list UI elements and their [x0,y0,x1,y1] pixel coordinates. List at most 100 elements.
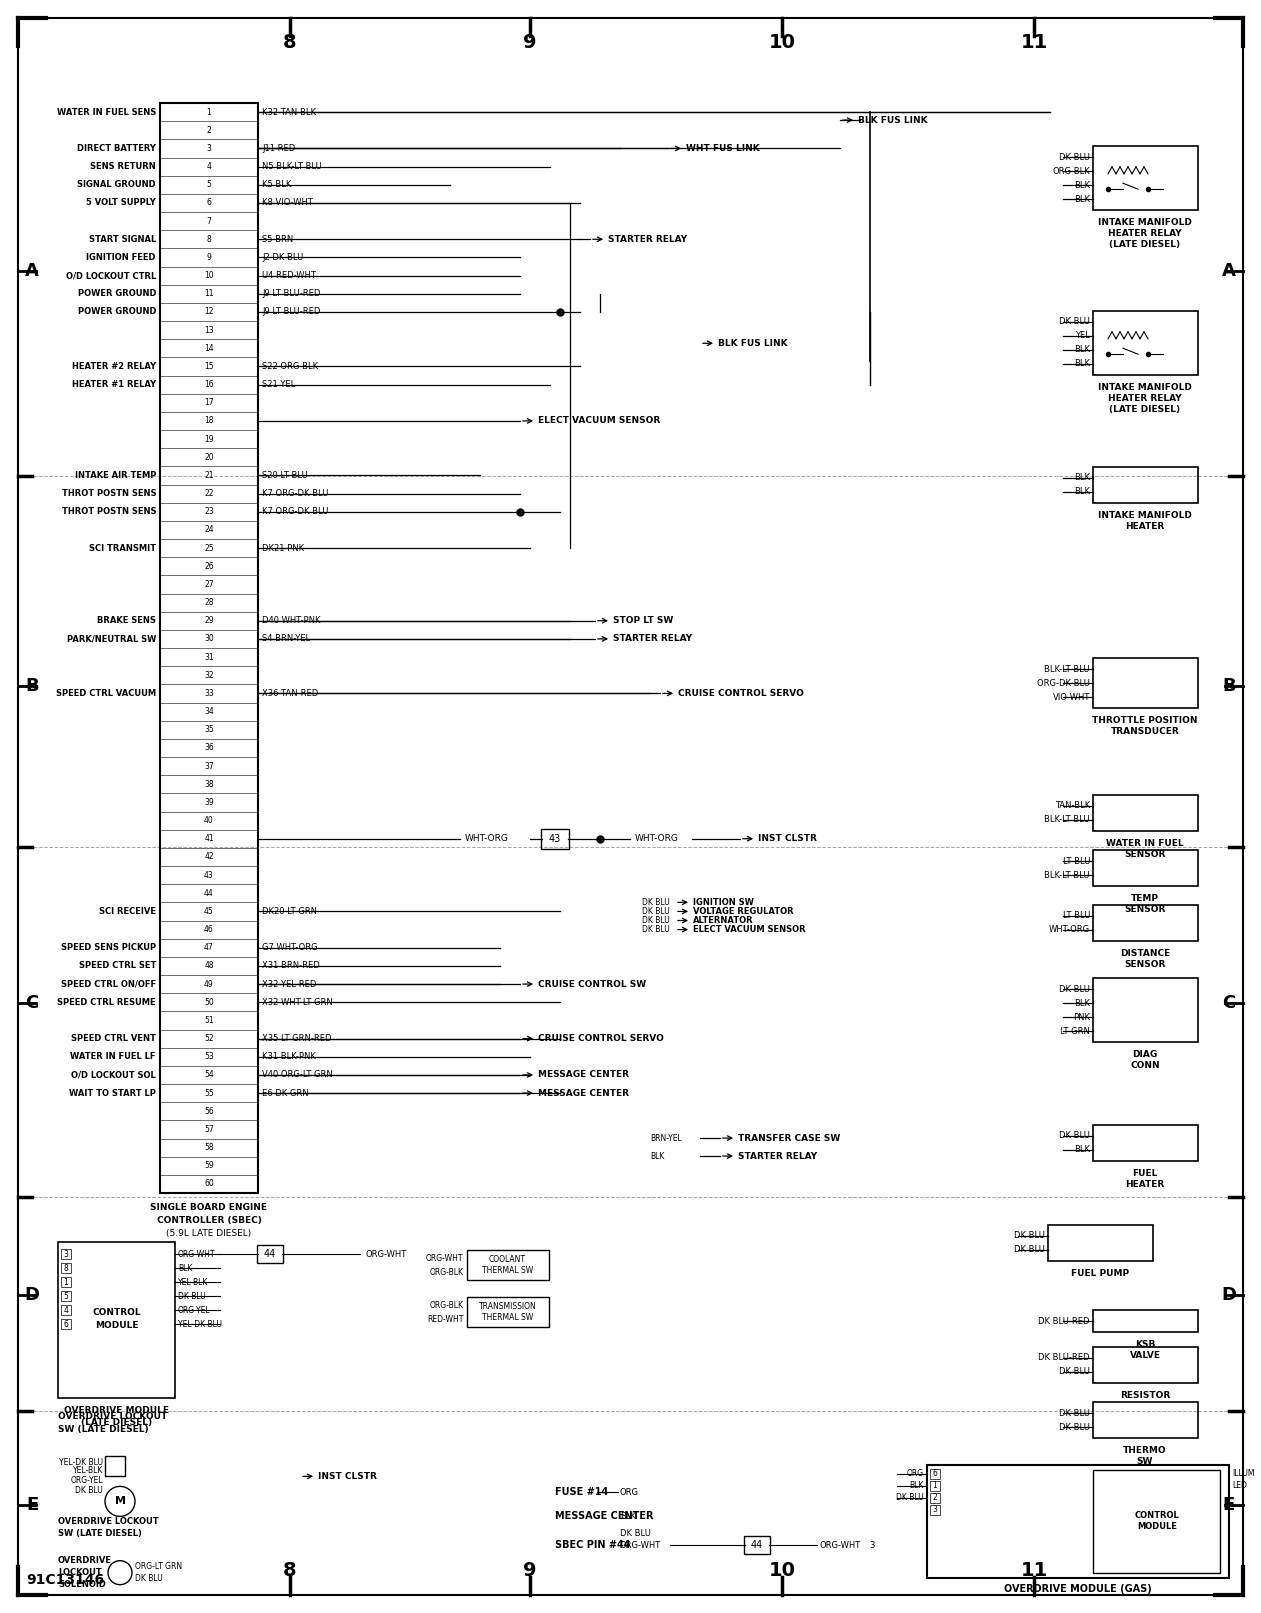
Text: ORG-WHT: ORG-WHT [426,1253,464,1263]
Text: 5: 5 [207,181,212,189]
Text: DK BLU: DK BLU [178,1292,206,1300]
Text: LED: LED [1232,1481,1247,1490]
Text: ELECT VACUUM SENSOR: ELECT VACUUM SENSOR [694,926,806,934]
Text: ORG-LT GRN: ORG-LT GRN [135,1561,182,1571]
Text: PNK: PNK [1073,1013,1090,1021]
Text: BRAKE SENS: BRAKE SENS [97,616,156,626]
Text: CRUISE CONTROL SERVO: CRUISE CONTROL SERVO [678,689,803,698]
Text: 9: 9 [523,1561,536,1581]
Text: DK20 LT GRN: DK20 LT GRN [262,907,317,916]
Text: OVERDRIVE MODULE: OVERDRIVE MODULE [64,1407,169,1416]
Text: WHT-ORG: WHT-ORG [636,834,678,844]
Text: D: D [24,1286,39,1305]
Text: 91C13146: 91C13146 [26,1573,105,1587]
Text: SENSOR: SENSOR [1125,850,1165,860]
Text: CRUISE CONTROL SERVO: CRUISE CONTROL SERVO [538,1034,663,1044]
Text: 5: 5 [63,1292,68,1300]
Text: 8: 8 [284,1561,296,1581]
Text: ORG: ORG [907,1469,924,1478]
Text: BLK: BLK [1074,181,1090,189]
Text: INST CLSTR: INST CLSTR [758,834,817,844]
Text: 10: 10 [204,271,214,281]
Text: 3: 3 [207,144,212,153]
Text: 41: 41 [204,834,214,844]
Text: DIRECT BATTERY: DIRECT BATTERY [77,144,156,153]
Text: 15: 15 [204,361,214,371]
Text: X31 BRN-RED: X31 BRN-RED [262,961,320,971]
Text: K32 TAN-BLK: K32 TAN-BLK [262,108,317,116]
Text: BLK-LT BLU: BLK-LT BLU [1044,816,1090,824]
Text: 29: 29 [204,616,214,626]
Text: 44: 44 [204,889,214,898]
Text: SPEED CTRL SET: SPEED CTRL SET [78,961,156,971]
Text: 25: 25 [204,544,214,553]
Text: SPEED SENS PICKUP: SPEED SENS PICKUP [61,944,156,952]
Text: 56: 56 [204,1107,214,1116]
Text: X32 WHT-LT GRN: X32 WHT-LT GRN [262,998,333,1007]
Text: BLK: BLK [1074,487,1090,497]
Text: DK BLU: DK BLU [642,926,670,934]
Text: ELECT VACUUM SENSOR: ELECT VACUUM SENSOR [538,416,661,426]
Text: SW: SW [1137,1457,1154,1466]
Text: 19: 19 [204,434,214,444]
Bar [1093,905,1198,940]
Text: V40 ORG-LT GRN: V40 ORG-LT GRN [262,1071,333,1079]
Text: DISTANCE: DISTANCE [1120,948,1170,958]
Text: BLK: BLK [620,1511,636,1521]
Text: BLK: BLK [178,1263,193,1273]
Text: DK BLU: DK BLU [135,1574,163,1584]
Text: DK21 PNK: DK21 PNK [262,544,304,553]
Text: OVERDRIVE LOCKOUT: OVERDRIVE LOCKOUT [58,1516,159,1526]
Text: 43: 43 [549,834,561,844]
Text: BLK: BLK [1074,360,1090,368]
Text: 17: 17 [204,398,214,406]
Text: INTAKE AIR TEMP: INTAKE AIR TEMP [74,471,156,481]
Text: PARK/NEUTRAL SW: PARK/NEUTRAL SW [67,634,156,644]
Text: ORG-WHT: ORG-WHT [820,1540,861,1550]
Text: ILLUM: ILLUM [1232,1469,1255,1478]
Text: VALVE: VALVE [1130,1352,1160,1360]
Bar [61,1290,71,1302]
Text: SINGLE BOARD ENGINE: SINGLE BOARD ENGINE [150,1203,267,1211]
Text: SPEED CTRL RESUME: SPEED CTRL RESUME [57,998,156,1007]
Text: MESSAGE CENTER: MESSAGE CENTER [555,1511,653,1521]
Text: CONN: CONN [1130,1061,1160,1069]
Text: 8: 8 [207,235,212,244]
Text: VIO-WHT: VIO-WHT [1053,692,1090,702]
Bar [1093,850,1198,886]
Text: 22: 22 [204,489,214,498]
Bar [1093,1310,1198,1332]
Text: DIAG: DIAG [1132,1050,1158,1060]
Text: K31 BLK-PNK: K31 BLK-PNK [262,1052,315,1061]
Text: WATER IN FUEL LF: WATER IN FUEL LF [71,1052,156,1061]
Text: SENSOR: SENSOR [1125,905,1165,915]
Text: ORG: ORG [620,1487,639,1497]
Text: 24: 24 [204,526,214,534]
Text: 3: 3 [932,1505,937,1515]
Bar [105,1457,125,1476]
Text: 49: 49 [204,979,214,989]
Text: C: C [1222,994,1236,1013]
Text: 1: 1 [63,1277,68,1287]
Text: INST CLSTR: INST CLSTR [318,1473,377,1481]
Text: DK BLU: DK BLU [642,916,670,924]
Text: 8: 8 [63,1263,68,1273]
Text: INTAKE MANIFOLD: INTAKE MANIFOLD [1098,511,1192,519]
Text: ORG-WHT: ORG-WHT [178,1250,216,1258]
Text: CONTROLLER (SBEC): CONTROLLER (SBEC) [156,1216,261,1224]
Text: 11: 11 [1020,32,1048,52]
Text: 9: 9 [207,253,212,261]
Text: STARTER RELAY: STARTER RELAY [738,1152,817,1161]
Text: DK BLU: DK BLU [1014,1245,1045,1255]
Text: DK BLU: DK BLU [1059,1408,1090,1418]
Text: J9 LT BLU-RED: J9 LT BLU-RED [262,289,320,298]
Text: 47: 47 [204,944,214,952]
Text: CONTROL
MODULE: CONTROL MODULE [1135,1511,1179,1531]
Text: THERMO: THERMO [1124,1445,1166,1455]
Text: TRANSFER CASE SW: TRANSFER CASE SW [738,1134,840,1142]
Text: HEATER #1 RELAY: HEATER #1 RELAY [72,381,156,389]
Text: OVERDRIVE: OVERDRIVE [58,1557,112,1565]
Text: K8 VIO-WHT: K8 VIO-WHT [262,198,313,208]
Text: OVERDRIVE LOCKOUT: OVERDRIVE LOCKOUT [58,1411,168,1421]
Text: SW (LATE DIESEL): SW (LATE DIESEL) [58,1529,142,1537]
